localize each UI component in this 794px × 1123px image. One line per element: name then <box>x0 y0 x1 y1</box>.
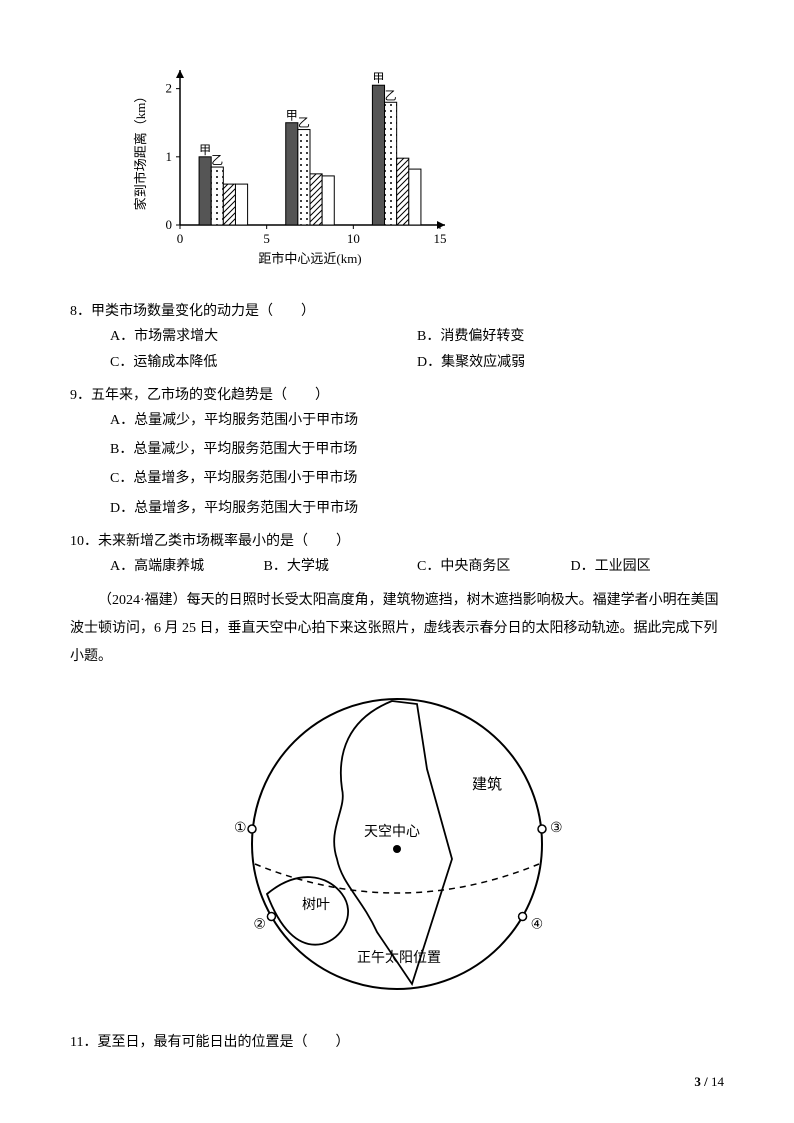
q10-text: 10．未来新增乙类市场概率最小的是（ ） <box>70 529 724 554</box>
q9-option-b: B．总量减少，平均服务范围大于甲市场 <box>110 437 724 462</box>
question-9: 9．五年来，乙市场的变化趋势是（ ） A．总量减少，平均服务范围小于甲市场 B．… <box>70 383 724 521</box>
svg-text:树叶: 树叶 <box>302 897 330 913</box>
svg-text:建筑: 建筑 <box>472 776 502 793</box>
q10-option-b: B．大学城 <box>264 554 418 579</box>
svg-text:④: ④ <box>531 918 544 933</box>
q10-option-c: C．中央商务区 <box>417 554 571 579</box>
question-10: 10．未来新增乙类市场概率最小的是（ ） A．高端康养城 B．大学城 C．中央商… <box>70 529 724 579</box>
q9-option-c: C．总量增多，平均服务范围小于甲市场 <box>110 466 724 491</box>
svg-text:5: 5 <box>263 231 270 246</box>
q8-option-b: B．消费偏好转变 <box>417 324 724 349</box>
svg-text:甲: 甲 <box>286 109 298 123</box>
q9-option-d: D．总量增多，平均服务范围大于甲市场 <box>110 496 724 521</box>
q8-options-row1: A．市场需求增大 B．消费偏好转变 <box>110 324 724 349</box>
svg-text:②: ② <box>253 918 266 933</box>
svg-text:2: 2 <box>166 81 173 96</box>
svg-text:甲: 甲 <box>372 71 384 85</box>
svg-text:③: ③ <box>550 821 563 836</box>
q8-text: 8．甲类市场数量变化的动力是（ ） <box>70 299 724 324</box>
svg-text:0: 0 <box>177 231 184 246</box>
circle-svg: 天空中心 建筑树叶正午太阳位置 ① ② ③ ④ <box>217 686 577 1006</box>
q10-options: A．高端康养城 B．大学城 C．中央商务区 D．工业园区 <box>110 554 724 579</box>
q8-option-c: C．运输成本降低 <box>110 350 417 375</box>
svg-text:乙: 乙 <box>298 116 310 130</box>
question-8: 8．甲类市场数量变化的动力是（ ） A．市场需求增大 B．消费偏好转变 C．运输… <box>70 299 724 375</box>
svg-text:距市中心远近(km): 距市中心远近(km) <box>258 251 361 266</box>
fisheye-diagram: 天空中心 建筑树叶正午太阳位置 ① ② ③ ④ <box>217 686 577 1015</box>
page-footer: 3 / 14 <box>694 1070 724 1093</box>
q10-option-d: D．工业园区 <box>571 554 725 579</box>
q9-text: 9．五年来，乙市场的变化趋势是（ ） <box>70 383 724 408</box>
svg-text:甲: 甲 <box>199 143 211 157</box>
passage-text: （2024·福建）每天的日照时长受太阳高度角，建筑物遮挡，树木遮挡影响极大。福建… <box>70 587 724 671</box>
svg-text:天空中心: 天空中心 <box>364 824 420 840</box>
svg-text:乙: 乙 <box>385 88 397 102</box>
svg-text:15: 15 <box>434 231 447 246</box>
svg-text:1: 1 <box>166 149 173 164</box>
svg-text:正午太阳位置: 正午太阳位置 <box>357 950 441 966</box>
page-sep: / <box>701 1074 711 1089</box>
q8-options-row2: C．运输成本降低 D．集聚效应减弱 <box>110 350 724 375</box>
q9-option-a: A．总量减少，平均服务范围小于甲市场 <box>110 408 724 433</box>
page-total: 14 <box>711 1074 724 1089</box>
q8-option-d: D．集聚效应减弱 <box>417 350 724 375</box>
svg-text:家到市场距离（km）: 家到市场距离（km） <box>133 90 148 211</box>
bar-chart-figure: 012051015家到市场距离（km）距市中心远近(km)甲乙甲乙甲乙 <box>130 60 724 279</box>
svg-text:0: 0 <box>166 217 173 232</box>
svg-text:乙: 乙 <box>211 153 223 167</box>
q11-text: 11．夏至日，最有可能日出的位置是（ ） <box>70 1030 724 1055</box>
svg-text:①: ① <box>234 821 247 836</box>
q10-option-a: A．高端康养城 <box>110 554 264 579</box>
question-11: 11．夏至日，最有可能日出的位置是（ ） <box>70 1030 724 1055</box>
svg-text:10: 10 <box>347 231 360 246</box>
q8-option-a: A．市场需求增大 <box>110 324 417 349</box>
bar-chart-svg: 012051015家到市场距离（km）距市中心远近(km)甲乙甲乙甲乙 <box>130 60 450 270</box>
